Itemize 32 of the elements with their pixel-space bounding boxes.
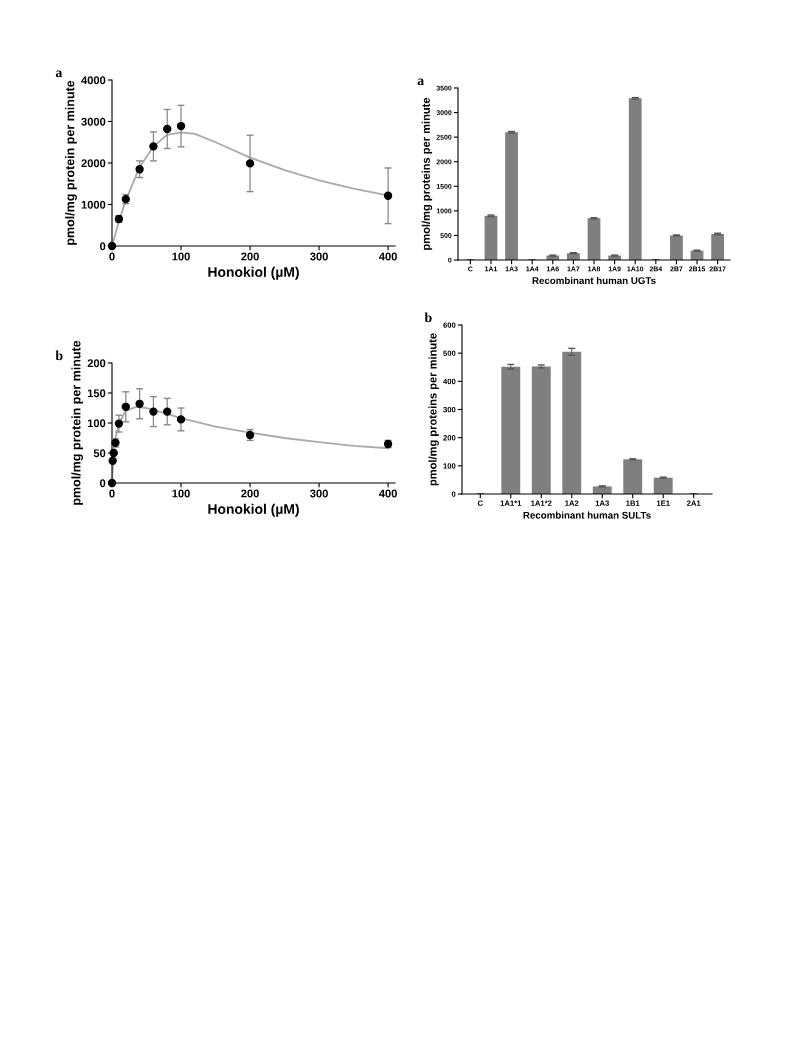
x-tick-label: 100 [172,489,190,498]
y-tick-label: 4000 [81,76,106,85]
x-axis-title: Honokiol (µM) [208,503,299,517]
x-axis-title: Recombinant human SULTs [523,511,651,519]
y-tick-label: 1000 [81,200,106,209]
x-tick-label: 0 [109,489,115,498]
y-axis-title: pmol/mg proteins per minute [428,333,439,486]
x-tick-label: 300 [310,252,328,261]
y-tick-label: 0 [100,479,106,488]
y-axis-title: pmol/mg protein per minute [65,80,77,245]
x-tick-label: 400 [379,489,397,498]
x-axis-title: Recombinant human UGTs [532,276,656,285]
x-tick-label: 400 [379,252,397,261]
x-tick-label: 0 [109,252,115,261]
y-axis-title: pmol/mg protein per minute [71,340,84,505]
y-tick-label: 100 [87,419,106,428]
chart-title: a [55,70,63,78]
chart-title: a [417,78,424,86]
y-tick-label: 2000 [81,159,106,168]
y-tick-label: 3000 [81,117,106,126]
y-tick-label: 50 [93,449,106,458]
y-tick-label: 150 [87,389,106,398]
x-tick-label: 200 [241,252,259,261]
chart-title: b [424,312,432,323]
x-axis-title: Honokiol (µM) [208,266,299,280]
y-axis-title: pmol/mg proteins per minute [421,97,433,250]
y-tick-label: 0 [100,242,106,251]
x-tick-label: 200 [241,489,259,498]
chart-title: b [55,350,63,361]
x-tick-label: 300 [310,489,328,498]
x-tick-label: 100 [172,252,190,261]
y-tick-label: 200 [87,359,106,368]
